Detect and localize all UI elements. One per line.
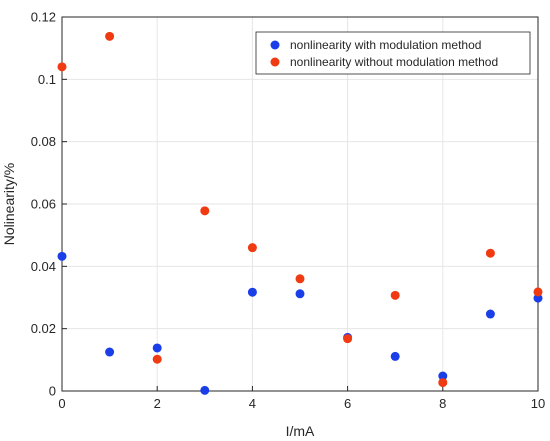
y-tick-label: 0.1	[38, 72, 56, 87]
point-without-modulation	[105, 31, 115, 41]
point-without-modulation	[485, 248, 495, 258]
point-with-modulation	[295, 289, 305, 299]
point-with-modulation	[247, 287, 257, 297]
legend: nonlinearity with modulation method nonl…	[255, 31, 531, 75]
point-without-modulation	[247, 243, 257, 253]
y-tick-label: 0.02	[31, 321, 56, 336]
point-with-modulation	[438, 371, 448, 381]
point-without-modulation	[343, 334, 353, 344]
point-without-modulation	[200, 206, 210, 216]
legend-marker-with-modulation	[270, 40, 280, 50]
y-axis-label: Nolinearity/%	[1, 163, 17, 245]
legend-marker-without-modulation	[270, 57, 280, 67]
data-points	[57, 31, 543, 395]
x-tick-label: 2	[154, 396, 161, 411]
x-tick-label: 0	[58, 396, 65, 411]
point-with-modulation	[390, 351, 400, 361]
point-with-modulation	[485, 309, 495, 319]
point-without-modulation	[57, 62, 67, 72]
y-tick-label: 0.04	[31, 259, 56, 274]
point-without-modulation	[295, 274, 305, 284]
x-axis-ticks: 0 2 4 6 8 10	[58, 386, 545, 411]
point-with-modulation	[152, 343, 162, 353]
x-tick-label: 8	[439, 396, 446, 411]
y-tick-label: 0.08	[31, 134, 56, 149]
legend-label-without-modulation: nonlinearity without modulation method	[290, 55, 498, 69]
y-axis-ticks: 0 0.02 0.04 0.06 0.08 0.1 0.12	[31, 10, 67, 399]
legend-label-with-modulation: nonlinearity with modulation method	[290, 38, 481, 52]
point-with-modulation	[200, 385, 210, 395]
x-tick-label: 6	[344, 396, 351, 411]
legend-box	[255, 31, 531, 75]
x-axis-label: I/mA	[286, 423, 315, 439]
x-tick-label: 4	[249, 396, 256, 411]
point-without-modulation	[390, 290, 400, 300]
point-with-modulation	[533, 293, 543, 303]
point-without-modulation	[438, 378, 448, 388]
y-tick-label: 0.12	[31, 10, 56, 25]
point-with-modulation	[105, 347, 115, 357]
point-without-modulation	[533, 287, 543, 297]
grid-lines	[61, 16, 539, 392]
point-with-modulation	[57, 251, 67, 261]
x-tick-label: 10	[531, 396, 545, 411]
point-without-modulation	[152, 354, 162, 364]
y-tick-label: 0	[49, 384, 56, 399]
y-tick-label: 0.06	[31, 197, 56, 212]
